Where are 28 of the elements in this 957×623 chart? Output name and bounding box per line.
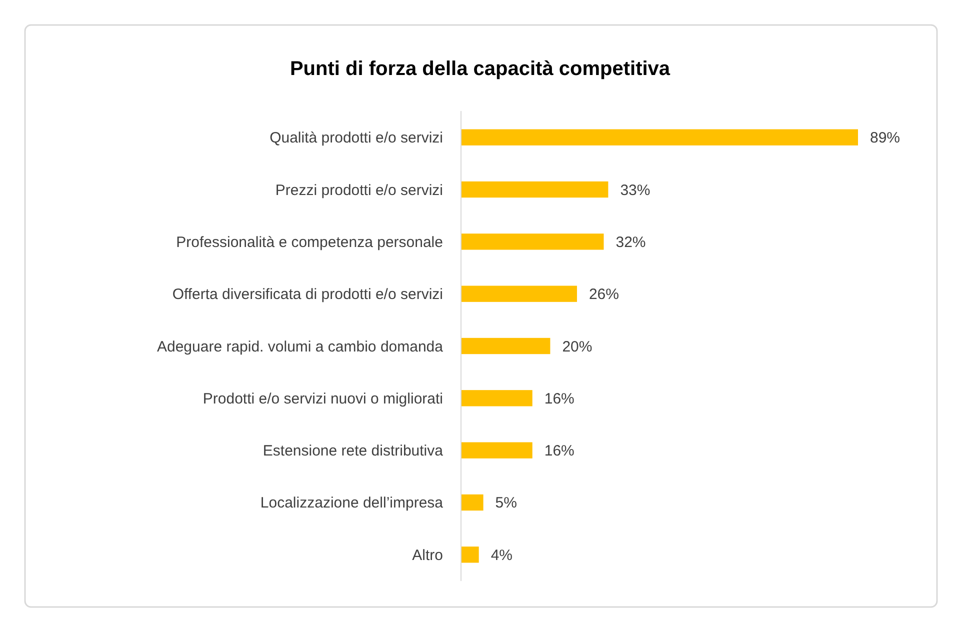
data-label: 16% (544, 442, 574, 460)
data-label: 32% (616, 234, 646, 251)
data-label: 20% (562, 338, 592, 356)
data-label: 89% (870, 130, 900, 147)
y-tick-label: Qualità prodotti e/o servizi (270, 130, 443, 147)
data-label: 5% (495, 494, 517, 512)
y-tick-label: Localizzazione dell’impresa (260, 494, 444, 512)
bar (461, 338, 550, 354)
data-label: 16% (544, 390, 574, 408)
data-label: 4% (490, 546, 513, 564)
bar (461, 181, 608, 198)
y-tick-label: Prezzi prodotti e/o servizi (275, 182, 443, 199)
y-tick-label: Estensione rete distributiva (262, 442, 444, 460)
bar (461, 546, 479, 563)
bar (461, 442, 532, 458)
bar (461, 286, 577, 302)
bar (461, 494, 484, 511)
y-tick-label: Professionalità e competenza personale (176, 234, 443, 251)
y-tick-label: Prodotti e/o servizi nuovi o migliorati (202, 390, 443, 408)
chart-title: Punti di forza della capacità competitiva (290, 58, 671, 80)
data-label: 26% (588, 286, 620, 304)
y-tick-label: Adeguare rapid. volumi a cambio domanda (156, 338, 444, 356)
y-tick-label: Altro (412, 546, 443, 564)
bar (461, 234, 604, 250)
y-tick-label: Offerta diversificata di prodotti e/o servizi (172, 286, 443, 304)
bar (461, 390, 532, 406)
data-label: 33% (620, 182, 650, 199)
bar (461, 129, 858, 146)
